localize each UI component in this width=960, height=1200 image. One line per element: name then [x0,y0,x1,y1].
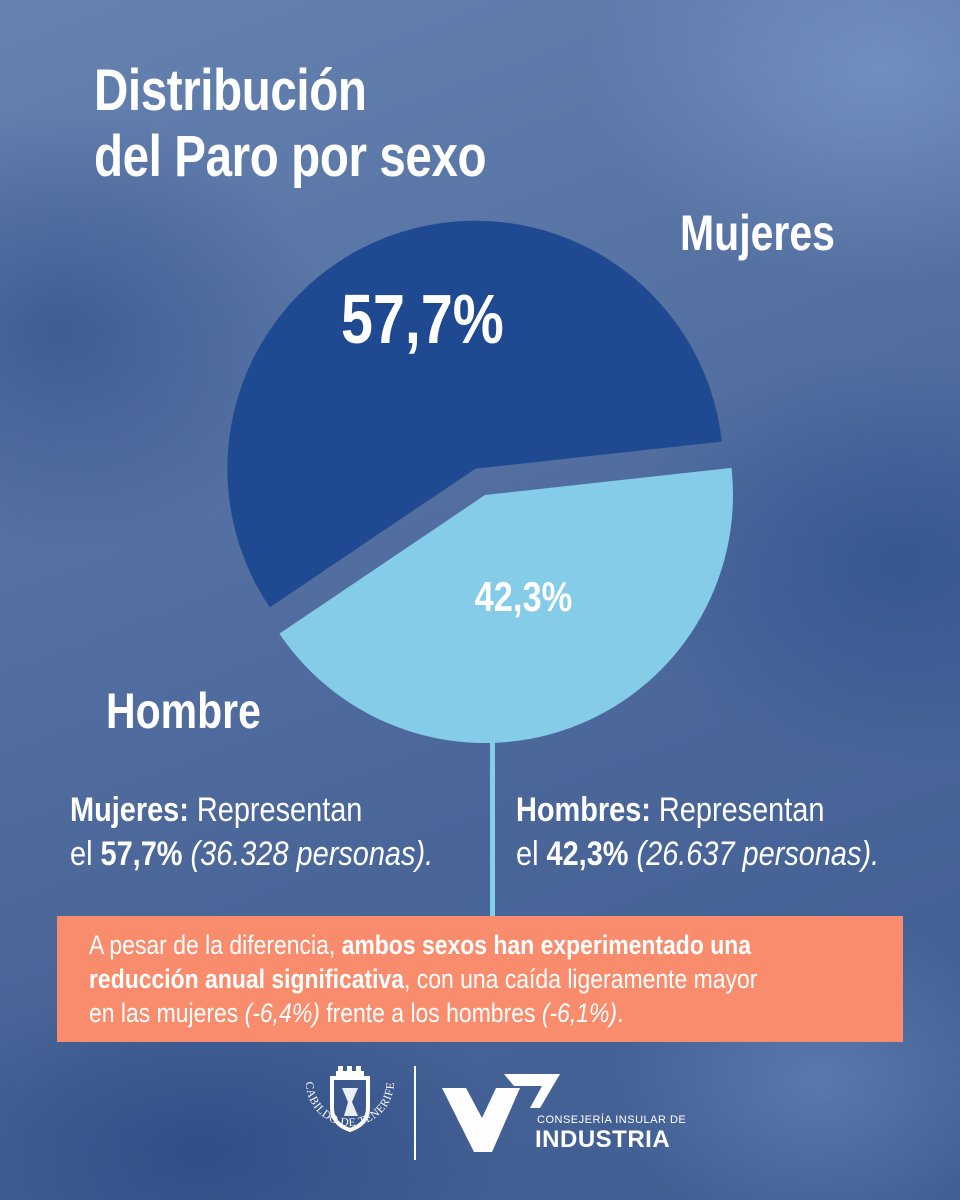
legend-label-hombre: Hombre [106,683,261,739]
stat-mujeres-people: (36.328 personas). [182,835,434,873]
title-line-1: Distribución [94,58,367,123]
note-part1: A pesar de la diferencia, [89,930,342,960]
stat-hombres-head: Hombres: [516,791,651,829]
industria-logo-small-text: CONSEJERÍA INSULAR DE [537,1114,687,1126]
note-part5: . [617,998,624,1028]
note-men-change: (-6,1%) [541,998,618,1028]
stat-hombres-people: (26.637 personas). [628,835,880,873]
note-bold1: ambos sexos han experimentado una [341,930,752,960]
stat-hombres-text2: el [516,835,547,873]
stat-hombres-pct: 42,3% [546,835,629,873]
industria-logo-big-text: INDUSTRIA [535,1126,671,1153]
cabildo-logo: CABILDO DE TENERIFE [303,1066,397,1133]
note-part3: en las mujeres [89,998,245,1028]
pie-value-label-mujeres: 57,7% [341,279,504,358]
industria-logo-mark [442,1074,560,1152]
pie-slice-hombre [279,467,733,743]
stat-hombres-text1: Representan [650,791,825,829]
stat-mujeres-text1: Representan [188,791,363,829]
connector-line [490,732,495,918]
pie-value-label-hombre: 42,3% [475,574,573,621]
logo-divider [414,1066,416,1160]
stat-mujeres-pct: 57,7% [100,835,183,873]
page-title: Distribución del Paro por sexo [94,58,487,190]
legend-label-mujeres: Mujeres [680,205,835,261]
summary-note: A pesar de la diferencia, ambos sexos ha… [57,916,903,1042]
note-part4: frente a los hombres [319,998,542,1028]
stat-mujeres-head: Mujeres: [70,791,189,829]
note-bold2: reducción anual significativa [89,964,405,994]
note-part2: , con una caída ligeramente mayor [404,964,758,994]
title-line-2: del Paro por sexo [94,124,487,189]
note-women-change: (-6,4%) [244,998,320,1028]
stat-hombres: Hombres: Representan el 42,3% (26.637 pe… [516,788,879,876]
stat-mujeres: Mujeres: Representan el 57,7% (36.328 pe… [70,788,433,876]
pie-chart: 57,7% 42,3% [227,220,733,743]
pie-slice-mujeres [227,220,722,608]
stat-mujeres-text2: el [70,835,101,873]
